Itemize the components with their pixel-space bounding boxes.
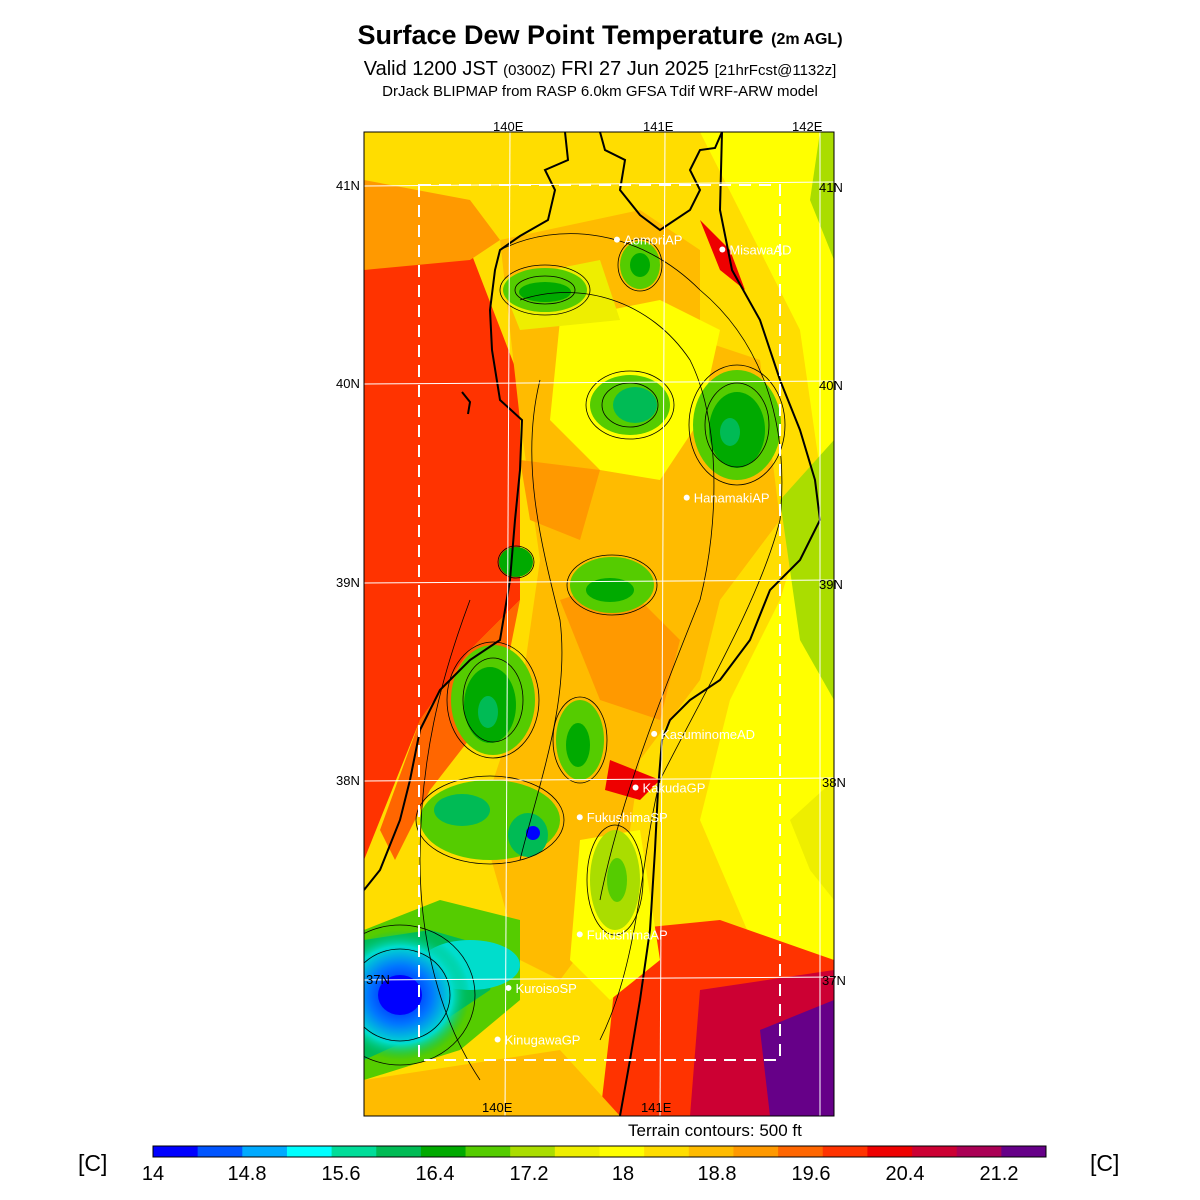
- coastline: [364, 132, 822, 1116]
- station-dot: [719, 246, 726, 253]
- lat-right-39: 39N: [819, 577, 843, 592]
- station-label: HanamakiAP: [694, 491, 770, 506]
- station-dot: [494, 1036, 501, 1043]
- station-label: KasuminomeAD: [661, 727, 755, 742]
- map-frame: [363, 131, 835, 1117]
- lon-bottom-140: 140E: [482, 1100, 513, 1115]
- valid-time-line: Valid 1200 JST (0300Z) FRI 27 Jun 2025 […: [363, 58, 837, 80]
- station-dot: [613, 236, 620, 243]
- station-label: MisawaAD: [729, 243, 791, 258]
- colorbar-unit-left: [C]: [78, 1150, 108, 1176]
- station-label: FukushimaSP: [587, 810, 668, 825]
- model-description: DrJack BLIPMAP from RASP 6.0km GFSA Tdif…: [382, 83, 818, 100]
- lon-top-142: 142E: [792, 119, 823, 134]
- station-label: FukushimaAP: [587, 927, 668, 942]
- lat-left-40: 40N: [336, 376, 360, 391]
- map-title: Surface Dew Point Temperature (2m AGL): [357, 20, 843, 50]
- terrain-contour-note: Terrain contours: 500 ft: [628, 1121, 802, 1140]
- lat-left-41: 41N: [336, 178, 360, 193]
- station-markers: AomoriAP MisawaAD HanamakiAP KasuminomeAD Ka…: [494, 233, 791, 1048]
- lat-right-41: 41N: [819, 180, 843, 195]
- color-field: [364, 132, 834, 1116]
- lon-bottom-141: 141E: [641, 1100, 672, 1115]
- station-dot: [576, 931, 583, 938]
- station-dot: [632, 784, 639, 791]
- lat-left-38: 38N: [336, 773, 360, 788]
- station-label: KakudaGP: [643, 780, 706, 795]
- axis-labels: 140E 141E 142E 140E 141E 41N 40N 39N 38N…: [336, 119, 846, 1115]
- lat-right-38: 38N: [822, 775, 846, 790]
- colorbar-unit-right: [C]: [1090, 1150, 1120, 1176]
- lat-left-37: 37N: [366, 972, 390, 987]
- station-dot: [505, 984, 512, 991]
- station-label: AomoriAP: [624, 233, 683, 248]
- lat-left-39: 39N: [336, 575, 360, 590]
- station-label: KuroisoSP: [515, 981, 576, 996]
- lon-top-140: 140E: [493, 119, 524, 134]
- lon-top-141: 141E: [643, 119, 674, 134]
- inner-domain-box: [418, 184, 781, 1061]
- station-dot: [683, 494, 690, 501]
- terrain-contours: [364, 233, 786, 1081]
- lat-right-40: 40N: [819, 378, 843, 393]
- station-label: KinugawaGP: [505, 1033, 581, 1048]
- station-dot: [576, 814, 583, 821]
- station-dot: [651, 730, 658, 737]
- lat-right-37: 37N: [822, 973, 846, 988]
